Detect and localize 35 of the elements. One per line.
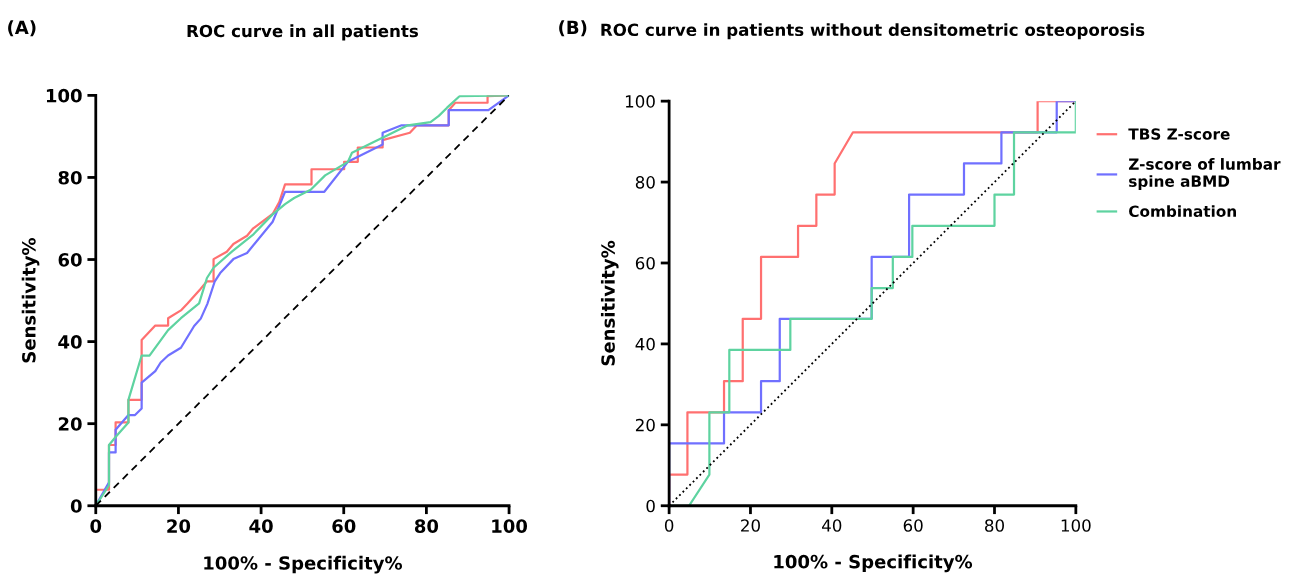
x-tick-label: 40: [249, 519, 273, 533]
x-axis-title: 100% - Specificity%: [204, 555, 403, 574]
y-tick-label: 80: [635, 176, 655, 189]
x-tick-label: 60: [332, 519, 356, 533]
text: (B): [559, 20, 587, 37]
x-tick-label: 20: [167, 519, 191, 533]
x-tick-label: 0: [664, 519, 674, 532]
y-tick-label: 20: [58, 417, 82, 431]
legend-label: TBS Z-score: [1128, 128, 1230, 140]
y-tick-label: 100: [625, 95, 655, 108]
y-axis-title: Sensitivity%: [600, 240, 619, 366]
y-tick-label: 60: [58, 252, 82, 267]
y-tick-label: 40: [58, 335, 82, 349]
x-axis-title: 100% - Specificity%: [774, 554, 973, 573]
y-tick-label: 20: [635, 418, 655, 432]
y-tick-label: 100: [46, 88, 82, 103]
y-tick-label: 0: [646, 499, 655, 513]
chart-title: ROC curve in patients without densitometric osteoporosis: [601, 23, 1145, 40]
legend-label: Combination: [1129, 205, 1236, 218]
x-tick-label: 100: [492, 519, 528, 533]
x-tick-label: 20: [741, 519, 760, 532]
x-tick-label: 80: [985, 519, 1004, 532]
y-tick-label: 80: [58, 170, 82, 185]
x-tick-label: 80: [414, 519, 439, 533]
x-tick-label: 0: [90, 519, 102, 533]
legend-label: Z-score of lumbar spine aBMD: [1128, 158, 1281, 190]
x-tick-label: 60: [903, 519, 923, 532]
y-axis-title: Sensitivity%: [21, 237, 40, 363]
y-tick-label: 0: [70, 499, 82, 513]
chart-title: ROC curve in all patients: [187, 24, 418, 41]
text: (A): [8, 20, 36, 37]
y-tick-label: 40: [635, 337, 655, 351]
y-tick-label: 60: [635, 256, 655, 270]
x-tick-label: 100: [1061, 519, 1091, 532]
x-tick-label: 40: [822, 519, 842, 532]
